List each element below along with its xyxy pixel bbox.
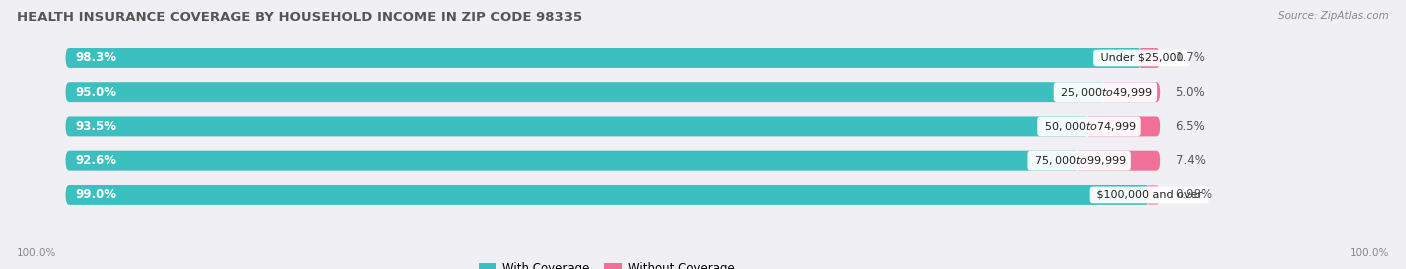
Text: HEALTH INSURANCE COVERAGE BY HOUSEHOLD INCOME IN ZIP CODE 98335: HEALTH INSURANCE COVERAGE BY HOUSEHOLD I…	[17, 11, 582, 24]
FancyBboxPatch shape	[66, 48, 1142, 68]
Text: 0.98%: 0.98%	[1175, 188, 1212, 201]
FancyBboxPatch shape	[1146, 185, 1160, 205]
Text: 98.3%: 98.3%	[76, 51, 117, 65]
Legend: With Coverage, Without Coverage: With Coverage, Without Coverage	[479, 262, 734, 269]
Text: 7.4%: 7.4%	[1175, 154, 1205, 167]
FancyBboxPatch shape	[66, 116, 1090, 136]
Text: $25,000 to $49,999: $25,000 to $49,999	[1057, 86, 1154, 99]
FancyBboxPatch shape	[1102, 82, 1160, 102]
Text: 6.5%: 6.5%	[1175, 120, 1205, 133]
Text: 92.6%: 92.6%	[76, 154, 117, 167]
FancyBboxPatch shape	[1085, 116, 1160, 136]
FancyBboxPatch shape	[66, 185, 1160, 205]
Text: 1.7%: 1.7%	[1175, 51, 1205, 65]
FancyBboxPatch shape	[66, 82, 1160, 102]
Text: $50,000 to $74,999: $50,000 to $74,999	[1040, 120, 1137, 133]
Text: Source: ZipAtlas.com: Source: ZipAtlas.com	[1278, 11, 1389, 21]
FancyBboxPatch shape	[66, 82, 1105, 102]
FancyBboxPatch shape	[66, 151, 1160, 171]
Text: 99.0%: 99.0%	[76, 188, 117, 201]
Text: 100.0%: 100.0%	[1350, 248, 1389, 258]
FancyBboxPatch shape	[66, 48, 1160, 68]
Text: $100,000 and over: $100,000 and over	[1092, 190, 1205, 200]
FancyBboxPatch shape	[1076, 151, 1160, 171]
Text: 95.0%: 95.0%	[76, 86, 117, 99]
FancyBboxPatch shape	[1137, 48, 1160, 68]
FancyBboxPatch shape	[66, 151, 1080, 171]
Text: $75,000 to $99,999: $75,000 to $99,999	[1031, 154, 1128, 167]
Text: 100.0%: 100.0%	[17, 248, 56, 258]
Text: 93.5%: 93.5%	[76, 120, 117, 133]
FancyBboxPatch shape	[66, 185, 1149, 205]
Text: Under $25,000: Under $25,000	[1097, 53, 1187, 63]
Text: 5.0%: 5.0%	[1175, 86, 1205, 99]
FancyBboxPatch shape	[66, 116, 1160, 136]
